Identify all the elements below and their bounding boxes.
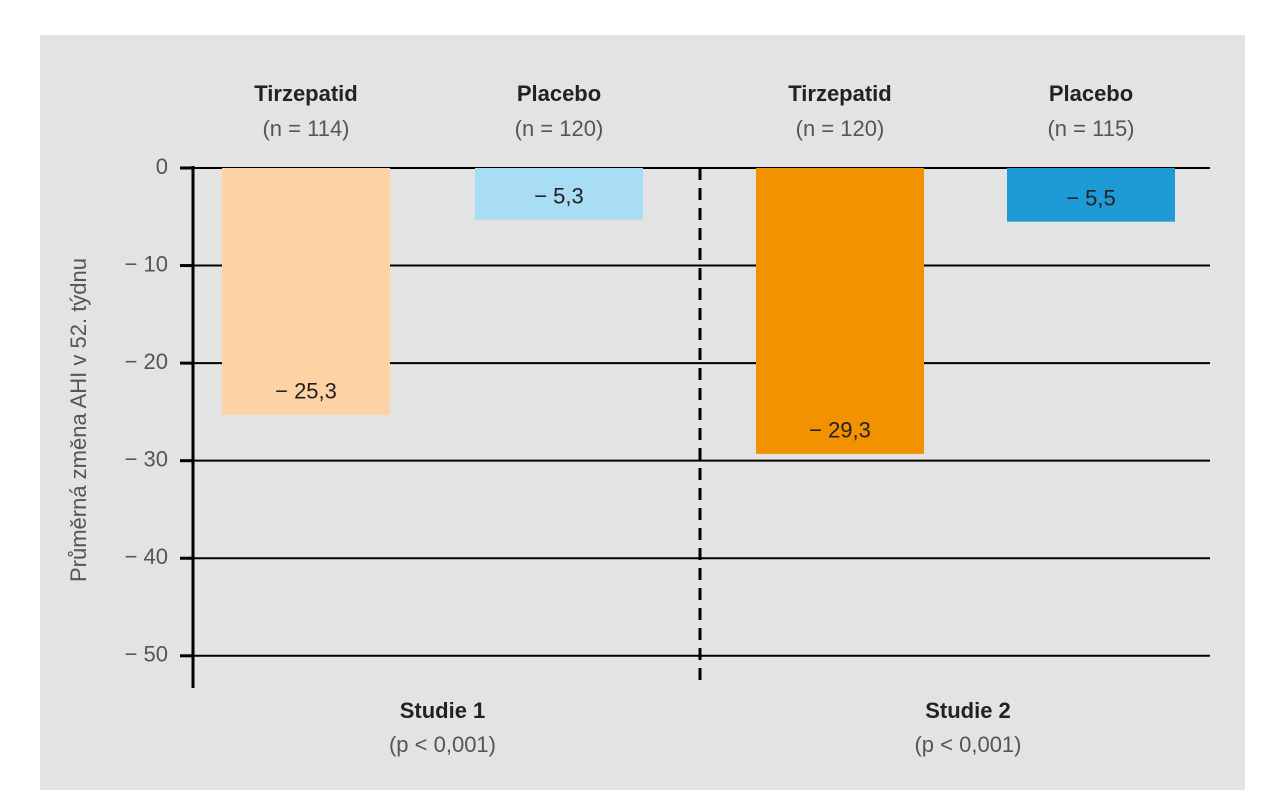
group-label: Studie 2 <box>925 698 1011 723</box>
y-tick-label: − 20 <box>125 349 168 374</box>
value-label: − 5,3 <box>534 184 584 209</box>
group-note: (p < 0,001) <box>389 732 496 757</box>
category-note: (n = 115) <box>1047 116 1134 141</box>
group-label: Studie 1 <box>400 698 486 723</box>
category-label: Tirzepatid <box>788 81 892 106</box>
category-label: Placebo <box>517 81 601 106</box>
bar <box>475 168 643 220</box>
category-note: (n = 120) <box>796 116 885 141</box>
y-tick-label: − 10 <box>125 251 168 276</box>
value-label: − 5,5 <box>1066 185 1116 210</box>
panel <box>40 35 1245 790</box>
group-note: (p < 0,001) <box>914 732 1021 757</box>
category-label: Placebo <box>1049 81 1133 106</box>
category-note: (n = 120) <box>515 116 604 141</box>
y-axis-label: Průměrná změna AHI v 52. týdnu <box>66 258 91 582</box>
y-tick-label: − 50 <box>125 642 168 667</box>
y-tick-label: − 30 <box>125 446 168 471</box>
category-label: Tirzepatid <box>254 81 358 106</box>
bar <box>222 168 390 415</box>
y-tick-label: 0 <box>156 154 168 179</box>
value-label: − 29,3 <box>809 418 871 443</box>
y-tick-label: − 40 <box>125 544 168 569</box>
bar <box>1007 168 1175 222</box>
value-label: − 25,3 <box>275 379 337 404</box>
bar <box>756 168 924 454</box>
category-note: (n = 114) <box>262 116 349 141</box>
